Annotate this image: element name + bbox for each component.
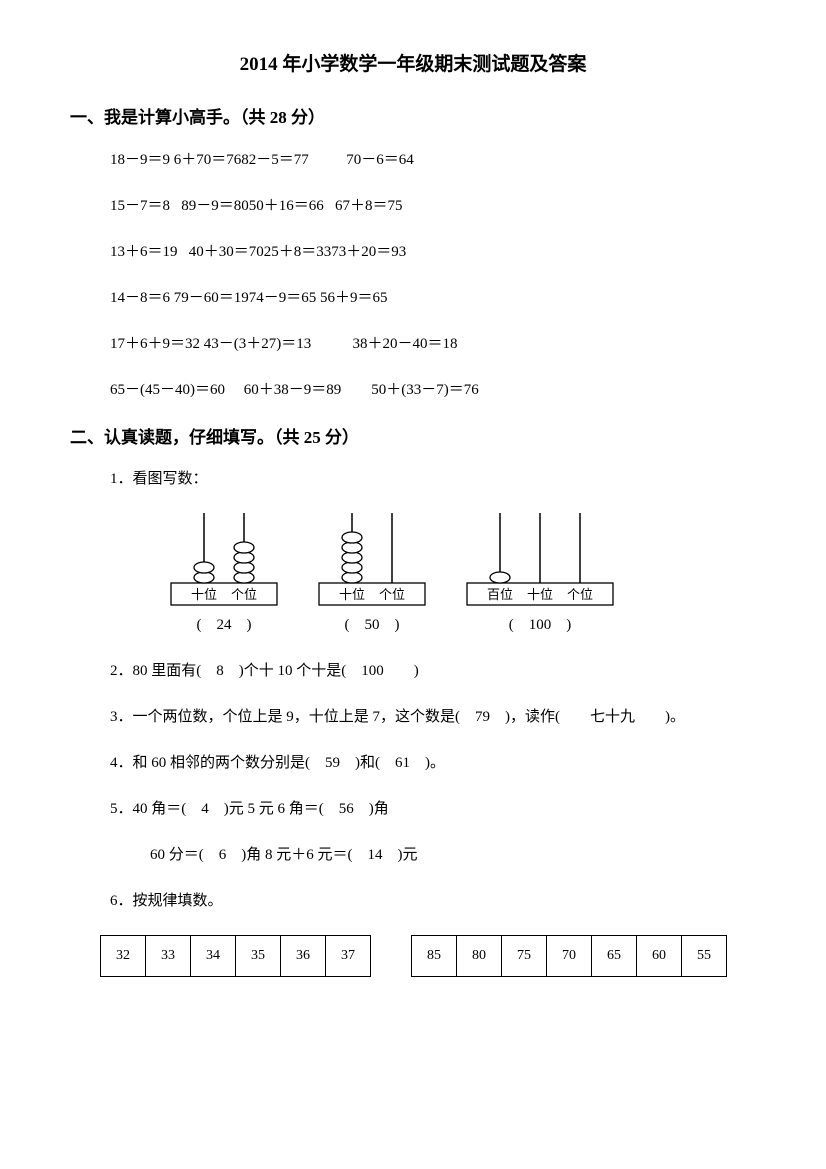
seq-cell: 34 <box>191 935 236 976</box>
abacus-group: 十位个位 ( 50 ) <box>318 513 426 637</box>
abacus-group: 百位十位个位 ( 100 ) <box>466 513 614 637</box>
seq-cell: 35 <box>236 935 281 976</box>
seq-cell: 75 <box>502 935 547 976</box>
abacus-icon: 十位个位 <box>170 513 278 607</box>
abacus-row: 十位个位( 24 )十位个位( 50 )百位十位个位( 100 ) <box>170 513 756 637</box>
seq-cell: 55 <box>682 935 727 976</box>
seq-cell: 32 <box>101 935 146 976</box>
seq-cell: 33 <box>146 935 191 976</box>
svg-text:个位: 个位 <box>231 587 257 602</box>
calc-line: 18－9＝9 6＋70＝7682－5＝77 70－6＝64 <box>110 148 756 172</box>
sequence-table-2: 85807570656055 <box>411 935 727 977</box>
calc-line: 14－8＝6 79－60＝1974－9＝65 56＋9＝65 <box>110 286 756 310</box>
section1-heading: 一、我是计算小高手。（共 28 分） <box>70 104 756 131</box>
calc-line: 13＋6＝19 40＋30＝7025＋8＝3373＋20＝93 <box>110 240 756 264</box>
abacus-icon: 十位个位 <box>318 513 426 607</box>
q1-label: 1．看图写数： <box>110 467 756 491</box>
seq-cell: 36 <box>281 935 326 976</box>
sequence-table-1: 323334353637 <box>100 935 371 977</box>
abacus-group: 十位个位 ( 24 ) <box>170 513 278 637</box>
sequence-tables: 323334353637 85807570656055 <box>100 935 756 977</box>
q5a-text: 5．40 角＝( 4 )元 5 元 6 角＝( 56 )角 <box>110 797 756 821</box>
q4-text: 4．和 60 相邻的两个数分别是( 59 )和( 61 )。 <box>110 751 756 775</box>
svg-text:个位: 个位 <box>379 587 405 602</box>
abacus-icon: 百位十位个位 <box>466 513 614 607</box>
q2-text: 2．80 里面有( 8 )个十 10 个十是( 100 ) <box>110 659 756 683</box>
calc-line: 17＋6＋9＝32 43－(3＋27)＝13 38＋20－40＝18 <box>110 332 756 356</box>
svg-text:个位: 个位 <box>567 587 593 602</box>
q6-label: 6．按规律填数。 <box>110 889 756 913</box>
seq-cell: 85 <box>412 935 457 976</box>
seq-cell: 65 <box>592 935 637 976</box>
svg-text:十位: 十位 <box>191 587 217 602</box>
abacus-answer: ( 100 ) <box>509 613 572 637</box>
q5b-text: 60 分＝( 6 )角 8 元＋6 元＝( 14 )元 <box>150 843 756 867</box>
seq-cell: 70 <box>547 935 592 976</box>
svg-text:百位: 百位 <box>487 587 513 602</box>
q3-text: 3．一个两位数，个位上是 9，十位上是 7，这个数是( 79 )，读作( 七十九… <box>110 705 756 729</box>
abacus-answer: ( 24 ) <box>197 613 252 637</box>
svg-text:十位: 十位 <box>527 587 553 602</box>
seq-cell: 37 <box>326 935 371 976</box>
calc-line: 65－(45－40)＝60 60＋38－9＝89 50＋(33－7)＝76 <box>110 378 756 402</box>
abacus-answer: ( 50 ) <box>345 613 400 637</box>
calc-line: 15－7＝8 89－9＝8050＋16＝66 67＋8＝75 <box>110 194 756 218</box>
seq-cell: 60 <box>637 935 682 976</box>
seq-cell: 80 <box>457 935 502 976</box>
page-title: 2014 年小学数学一年级期末测试题及答案 <box>70 50 756 80</box>
section2-heading: 二、认真读题，仔细填写。（共 25 分） <box>70 424 756 451</box>
svg-text:十位: 十位 <box>339 587 365 602</box>
